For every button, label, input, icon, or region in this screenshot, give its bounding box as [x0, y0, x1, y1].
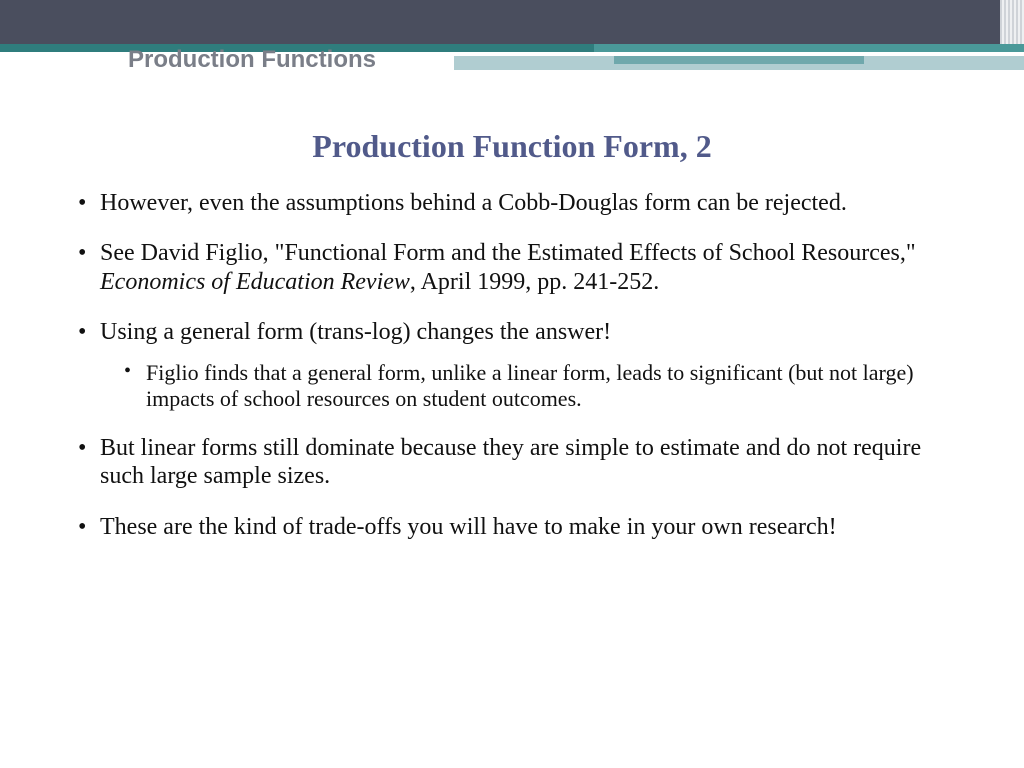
- slide-title: Production Function Form, 2: [0, 128, 1024, 165]
- section-label: Production Functions: [128, 46, 376, 74]
- bullet-text-post: , April 1999, pp. 241-252.: [410, 269, 659, 295]
- sub-bullet-text: Figlio finds that a general form, unlike…: [146, 360, 914, 411]
- bullet-text-pre: See David Figlio, "Functional Form and t…: [100, 240, 916, 266]
- bullet-text: Using a general form (trans-log) changes…: [100, 319, 611, 345]
- bullet-item: These are the kind of trade-offs you wil…: [70, 513, 954, 541]
- bullet-text-italic: Economics of Education Review: [100, 269, 410, 295]
- sub-bullet-item: Figlio finds that a general form, unlike…: [100, 360, 954, 412]
- edge-stripe-decoration: [1000, 0, 1024, 44]
- teal-bar-right: [594, 44, 1024, 52]
- bullet-text: But linear forms still dominate because …: [100, 435, 921, 489]
- bullet-item: See David Figlio, "Functional Form and t…: [70, 239, 954, 296]
- slide-content: However, even the assumptions behind a C…: [70, 189, 954, 541]
- teal-bar-mid: [614, 56, 864, 64]
- top-band: [0, 0, 1024, 44]
- bullet-text: These are the kind of trade-offs you wil…: [100, 514, 837, 540]
- bullet-item: Using a general form (trans-log) changes…: [70, 318, 954, 412]
- bullet-item: But linear forms still dominate because …: [70, 434, 954, 491]
- bullet-item: However, even the assumptions behind a C…: [70, 189, 954, 217]
- bullet-text: However, even the assumptions behind a C…: [100, 190, 847, 216]
